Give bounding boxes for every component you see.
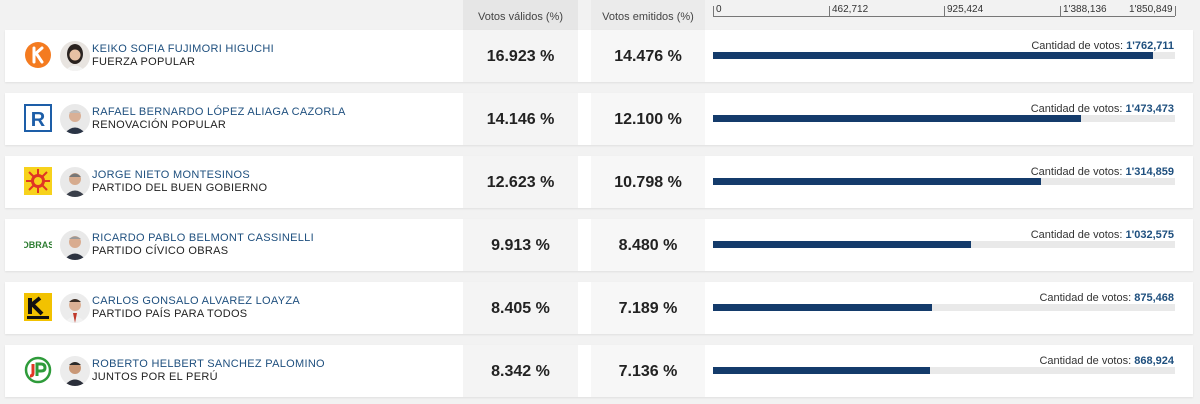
vote-count: Cantidad de votos: 868,924 <box>1039 355 1174 367</box>
candidate-photo <box>60 293 90 323</box>
vote-bar <box>713 178 1042 185</box>
candidate-name[interactable]: ROBERTO HELBERT SANCHEZ PALOMINO <box>92 358 325 370</box>
candidate-photo <box>60 167 90 197</box>
valid-votes-header[interactable]: Votos válidos (%) <box>463 0 578 30</box>
emitted-votes-header[interactable]: Votos emitidos (%) <box>591 0 705 30</box>
table-row[interactable]: KEIKO SOFIA FUJIMORI HIGUCHI FUERZA POPU… <box>5 30 1193 82</box>
axis-line <box>713 16 1175 17</box>
vote-count: Cantidad de votos: 875,468 <box>1039 292 1174 304</box>
votes-axis: 0 462,712 925,424 1'388,136 1'850,849 <box>713 0 1176 30</box>
valid-votes-percent: 9.913 % <box>463 219 578 271</box>
vote-count-label: Cantidad de votos: <box>1039 292 1132 304</box>
vote-bar-track <box>713 304 1175 311</box>
candidate-name[interactable]: RAFAEL BERNARDO LÓPEZ ALIAGA CAZORLA <box>92 106 346 118</box>
vote-count-value: 1'314,859 <box>1125 166 1175 178</box>
vote-bar-track <box>713 367 1175 374</box>
obras-logo-text: OBRAS <box>24 240 52 250</box>
vote-count-label: Cantidad de votos: <box>1030 103 1123 115</box>
vote-bar <box>713 367 930 374</box>
axis-tick <box>1175 6 1176 16</box>
pais-para-todos-logo <box>24 293 52 321</box>
party-name: PARTIDO PAÍS PARA TODOS <box>92 308 248 320</box>
buen-gobierno-sun-logo <box>24 167 52 195</box>
candidate-name[interactable]: RICARDO PABLO BELMONT CASSINELLI <box>92 232 314 244</box>
candidate-name[interactable]: JORGE NIETO MONTESINOS <box>92 169 250 181</box>
vote-count: Cantidad de votos: 1'032,575 <box>1031 229 1174 241</box>
party-name: PARTIDO DEL BUEN GOBIERNO <box>92 182 268 194</box>
table-row[interactable]: R RAFAEL BERNARDO LÓPEZ ALIAGA CAZORLA R… <box>5 93 1193 145</box>
valid-votes-percent: 8.405 % <box>463 282 578 334</box>
table-row[interactable]: OBRAS RICARDO PABLO BELMONT CASSINELLI P… <box>5 219 1193 271</box>
vote-bar-track <box>713 241 1175 248</box>
vote-bar <box>713 241 971 248</box>
axis-tick <box>944 6 945 16</box>
emitted-votes-percent: 8.480 % <box>591 219 705 271</box>
valid-votes-percent: 8.342 % <box>463 345 578 397</box>
party-name: JUNTOS POR EL PERÚ <box>92 371 218 383</box>
svg-text:R: R <box>31 109 46 131</box>
axis-tick-label: 925,424 <box>947 4 984 15</box>
emitted-votes-percent: 7.189 % <box>591 282 705 334</box>
valid-votes-percent: 12.623 % <box>463 156 578 208</box>
vote-count-label: Cantidad de votos: <box>1039 355 1132 367</box>
obras-logo: OBRAS <box>22 230 55 258</box>
emitted-votes-percent: 7.136 % <box>591 345 705 397</box>
renovacion-popular-logo: R <box>24 104 52 132</box>
valid-votes-percent: 16.923 % <box>463 30 578 82</box>
axis-tick-label: 1'850,849 <box>1129 4 1173 15</box>
table-row[interactable]: CARLOS GONSALO ALVAREZ LOAYZA PARTIDO PA… <box>5 282 1193 334</box>
vote-count-value: 1'762,711 <box>1126 40 1174 52</box>
axis-tick <box>1060 6 1061 16</box>
vote-count: Cantidad de votos: 1'314,859 <box>1031 166 1174 178</box>
vote-count-value: 868,924 <box>1134 355 1174 367</box>
fuerza-popular-logo <box>24 41 52 69</box>
vote-bar-track <box>713 178 1175 185</box>
vote-bar-track <box>713 52 1175 59</box>
vote-bar <box>713 304 932 311</box>
vote-count: Cantidad de votos: 1'473,473 <box>1031 103 1174 115</box>
juntos-por-el-peru-logo <box>24 356 52 384</box>
vote-bar <box>713 115 1081 122</box>
axis-tick-label: 1'388,136 <box>1063 4 1107 15</box>
vote-count-label: Cantidad de votos: <box>1030 229 1123 241</box>
vote-bar <box>713 52 1153 59</box>
table-row[interactable]: ROBERTO HELBERT SANCHEZ PALOMINO JUNTOS … <box>5 345 1193 397</box>
candidate-name[interactable]: CARLOS GONSALO ALVAREZ LOAYZA <box>92 295 300 307</box>
vote-count-value: 1'473,473 <box>1125 103 1175 115</box>
party-name: PARTIDO CÍVICO OBRAS <box>92 245 229 257</box>
table-header: Votos válidos (%) Votos emitidos (%) 0 46… <box>0 0 1200 30</box>
emitted-votes-percent: 14.476 % <box>591 30 705 82</box>
candidate-photo <box>60 104 90 134</box>
candidate-name[interactable]: KEIKO SOFIA FUJIMORI HIGUCHI <box>92 43 274 55</box>
emitted-votes-percent: 12.100 % <box>591 93 705 145</box>
candidate-photo <box>60 41 90 71</box>
candidate-photo <box>60 356 90 386</box>
axis-tick <box>713 6 714 16</box>
party-name: FUERZA POPULAR <box>92 56 196 68</box>
vote-bar-track <box>713 115 1175 122</box>
table-row[interactable]: JORGE NIETO MONTESINOS PARTIDO DEL BUEN … <box>5 156 1193 208</box>
axis-tick-label: 0 <box>716 4 722 15</box>
vote-count: Cantidad de votos: 1'762,711 <box>1031 40 1174 52</box>
emitted-votes-percent: 10.798 % <box>591 156 705 208</box>
vote-count-value: 1'032,575 <box>1125 229 1175 241</box>
party-name: RENOVACIÓN POPULAR <box>92 119 227 131</box>
vote-count-value: 875,468 <box>1134 292 1174 304</box>
candidate-photo <box>60 230 90 260</box>
vote-count-label: Cantidad de votos: <box>1031 40 1124 52</box>
vote-count-label: Cantidad de votos: <box>1030 166 1123 178</box>
axis-tick-label: 462,712 <box>832 4 869 15</box>
valid-votes-percent: 14.146 % <box>463 93 578 145</box>
axis-tick <box>829 6 830 16</box>
